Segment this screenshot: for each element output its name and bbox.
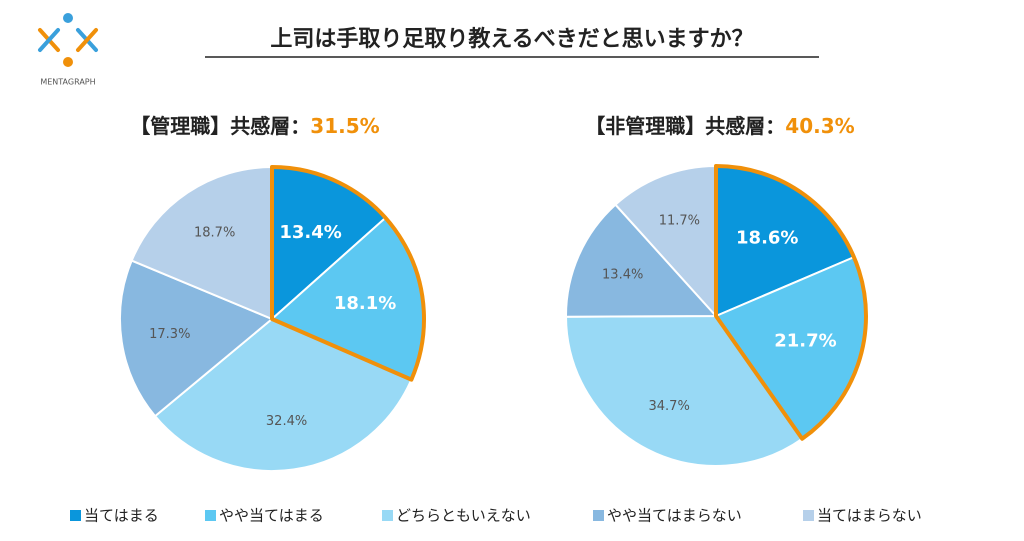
data-label: 34.7%: [649, 399, 690, 414]
pie-slice: [153, 317, 413, 472]
legend-swatch: [803, 510, 814, 521]
pie-slice: [565, 203, 719, 318]
legend-swatch: [70, 510, 81, 521]
data-label: 18.7%: [194, 226, 235, 241]
subtitle-text: 【非管理職】共感層：: [585, 114, 785, 138]
legend-label: 当てはまらない: [817, 507, 922, 525]
logo-text: MENTAGRAPH: [40, 78, 95, 87]
logo-mark: [38, 13, 98, 67]
pie-slice: [130, 165, 273, 321]
legend-label: どちらともいえない: [396, 507, 531, 525]
data-label: 21.7%: [774, 331, 836, 352]
subtitle-text: 【管理職】共感層：: [130, 114, 310, 138]
data-label: 18.6%: [736, 227, 798, 248]
legend-swatch: [382, 510, 393, 521]
data-label: 11.7%: [659, 213, 700, 228]
title: 上司は手取り足取り教えるべきだと思いますか？: [270, 26, 753, 52]
data-label: 32.4%: [266, 414, 307, 429]
chart-subtitle: 【非管理職】共感層：40.3%: [585, 114, 854, 138]
legend-swatch: [205, 510, 216, 521]
pie-slice: [119, 259, 274, 418]
data-label: 13.4%: [602, 267, 643, 282]
pie-slice: [614, 164, 717, 319]
data-label: 18.1%: [334, 293, 396, 314]
highlight-value: 31.5%: [310, 114, 379, 138]
data-label: 17.3%: [149, 327, 190, 342]
legend-swatch: [593, 510, 604, 521]
data-label: 13.4%: [279, 222, 341, 243]
highlight-outline: [270, 165, 426, 382]
legend-label: やや当てはまる: [219, 507, 324, 525]
pie-slice: [564, 314, 804, 467]
legend-label: やや当てはまらない: [607, 507, 742, 525]
highlight-value: 40.3%: [785, 114, 854, 138]
chart-subtitle: 【管理職】共感層：31.5%: [130, 114, 379, 138]
legend-label: 当てはまる: [84, 507, 159, 525]
highlight-outline: [714, 164, 868, 441]
